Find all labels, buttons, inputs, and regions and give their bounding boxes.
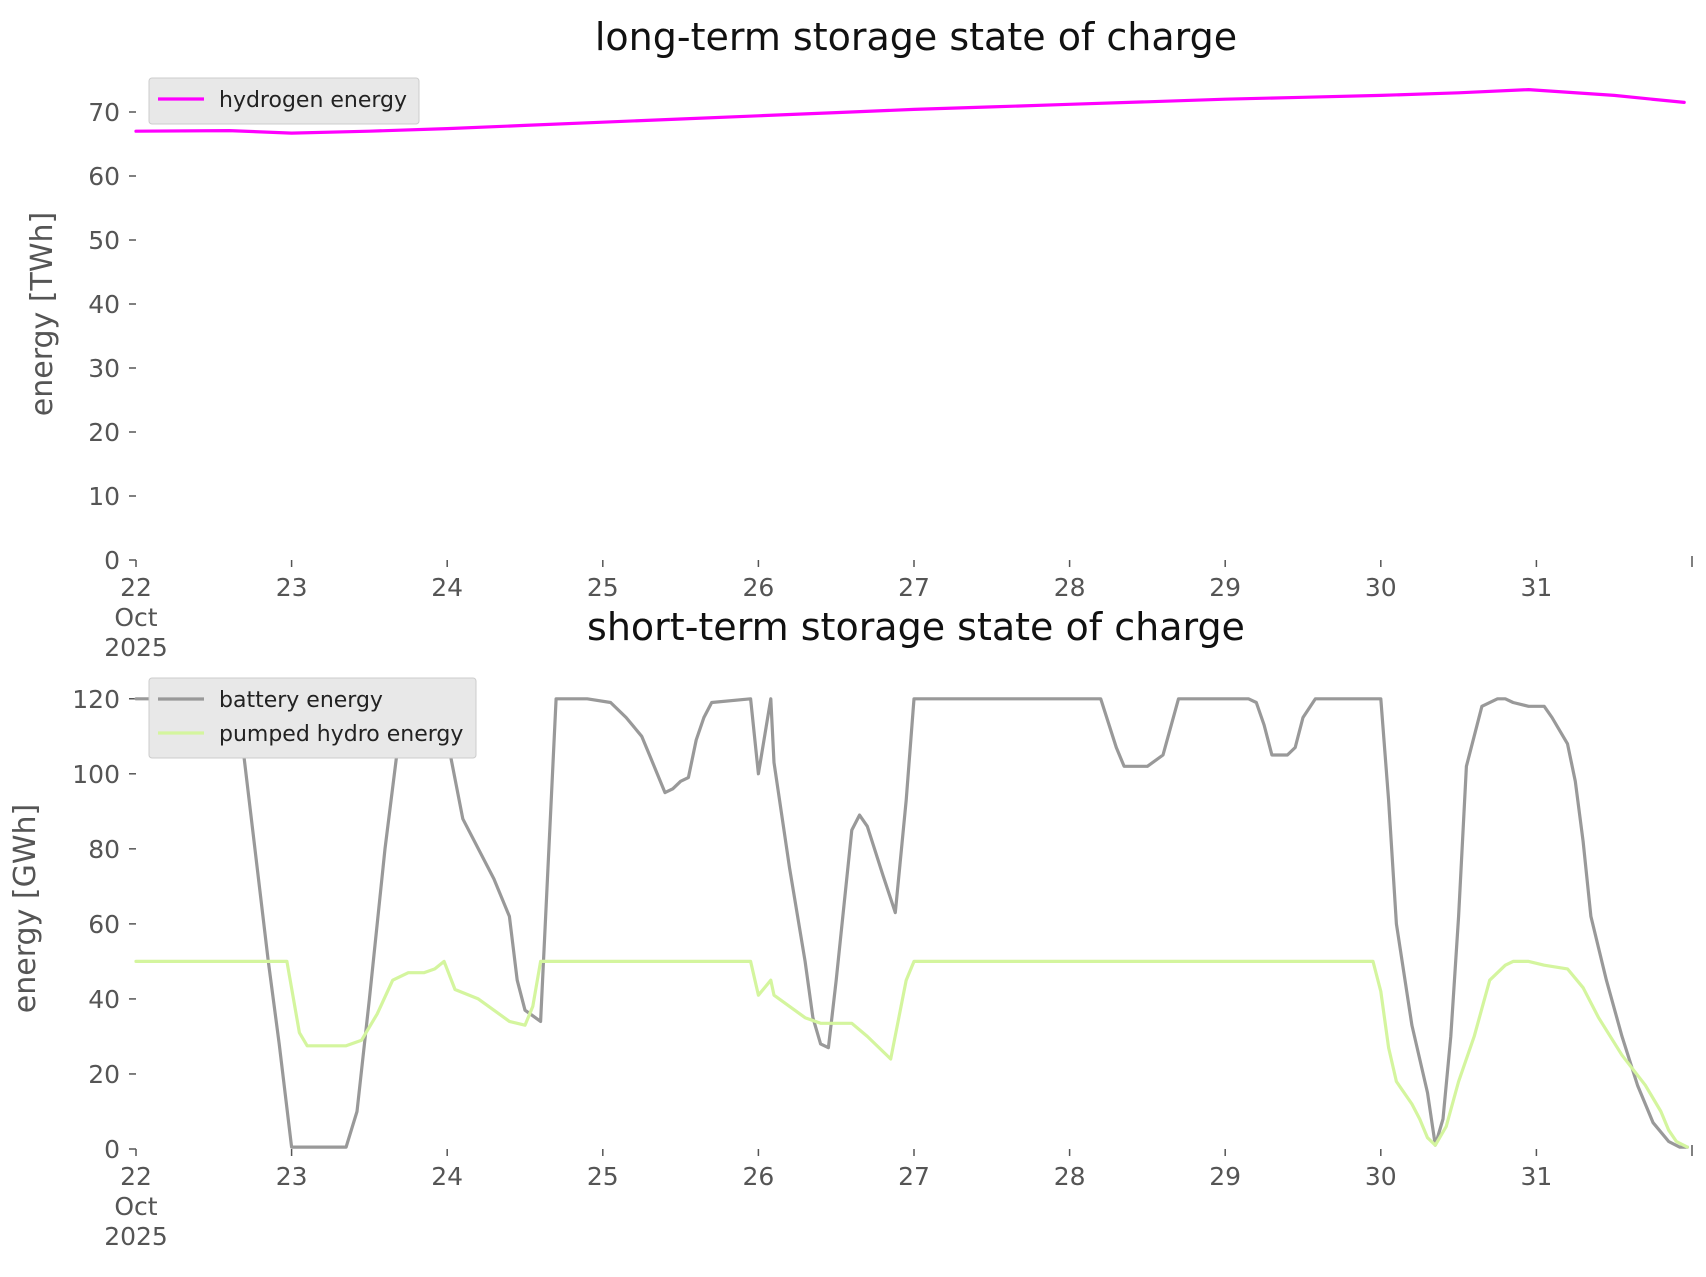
x-month-label: Oct — [114, 603, 157, 632]
y-tick-label: 80 — [88, 835, 120, 864]
chart-title: short-term storage state of charge — [587, 605, 1245, 649]
y-tick-label: 50 — [88, 226, 120, 255]
x-tick-label: 22 — [120, 573, 152, 602]
x-tick-label: 29 — [1209, 573, 1241, 602]
x-tick-label: 31 — [1520, 1162, 1552, 1191]
x-month-label: Oct — [114, 1192, 157, 1221]
x-tick-label: 30 — [1365, 573, 1397, 602]
legend-label: pumped hydro energy — [219, 722, 463, 747]
legend-box — [148, 677, 477, 759]
long-term-chart: long-term storage state of charge energy … — [25, 15, 1693, 662]
legend: battery energy pumped hydro energy — [148, 677, 477, 759]
chart-title: long-term storage state of charge — [595, 15, 1237, 59]
y-tick-label: 60 — [88, 162, 120, 191]
y-tick-label: 0 — [104, 1135, 120, 1164]
x-tick-label: 25 — [587, 1162, 619, 1191]
x-year-label: 2025 — [104, 633, 168, 662]
x-tick-label: 23 — [276, 1162, 308, 1191]
legend-box — [148, 77, 420, 125]
y-axis-label: energy [GWh] — [8, 804, 43, 1013]
series-line-hydrogen-energy — [134, 87, 1686, 135]
legend-label: battery energy — [219, 688, 383, 713]
y-axis-label: energy [TWh] — [25, 212, 60, 416]
x-tick-label: 28 — [1054, 1162, 1086, 1191]
x-year-label: 2025 — [104, 1222, 168, 1251]
x-tick-label: 24 — [431, 573, 463, 602]
x-tick-label: 25 — [587, 573, 619, 602]
short-term-chart: short-term storage state of charge energy… — [8, 605, 1693, 1251]
x-tick-label: 31 — [1520, 573, 1552, 602]
y-tick-label: 100 — [72, 760, 120, 789]
y-tick-label: 60 — [88, 910, 120, 939]
x-tick-label: 23 — [276, 573, 308, 602]
y-tick-label: 120 — [72, 685, 120, 714]
x-tick-label: 30 — [1365, 1162, 1397, 1191]
y-tick-label: 20 — [88, 1060, 120, 1089]
y-tick-label: 40 — [88, 290, 120, 319]
x-tick-label: 26 — [742, 573, 774, 602]
y-tick-label: 30 — [88, 354, 120, 383]
x-tick-label: 29 — [1209, 1162, 1241, 1191]
y-tick-label: 70 — [88, 98, 120, 127]
x-tick-label: 27 — [898, 1162, 930, 1191]
x-tick-label: 28 — [1054, 573, 1086, 602]
x-tick-label: 22 — [120, 1162, 152, 1191]
y-tick-label: 0 — [104, 546, 120, 575]
legend-label: hydrogen energy — [219, 88, 407, 113]
x-tick-label: 24 — [431, 1162, 463, 1191]
y-tick-label: 20 — [88, 418, 120, 447]
series-line-pumped-hydro-energy — [134, 959, 1689, 1149]
y-tick-label: 40 — [88, 985, 120, 1014]
x-tick-label: 27 — [898, 573, 930, 602]
series-line-battery-energy — [134, 697, 1689, 1149]
y-tick-label: 10 — [88, 482, 120, 511]
x-tick-label: 26 — [742, 1162, 774, 1191]
legend: hydrogen energy — [148, 77, 420, 125]
